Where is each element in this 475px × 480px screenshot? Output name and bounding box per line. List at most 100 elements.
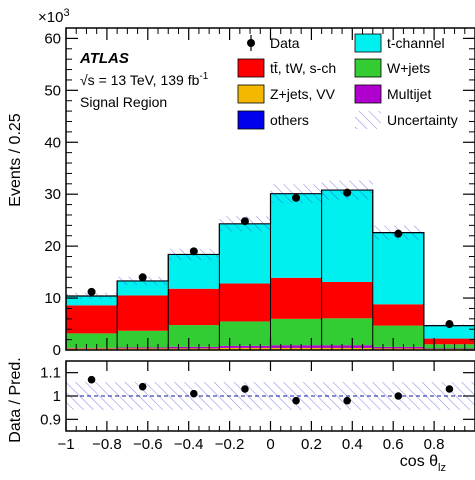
legend-swatch: [237, 58, 265, 78]
bar-tt-tw-s-ch-3: [219, 283, 271, 322]
x-tick-label: 0: [266, 436, 274, 453]
ratio-point: [190, 389, 198, 398]
bar-multijet-0: [66, 347, 118, 349]
bar-w-jets-7: [423, 344, 475, 349]
ratio-point: [138, 382, 147, 391]
ratio-y-tick-label: 1.1: [40, 365, 61, 382]
x-tick-label: −1: [57, 436, 74, 453]
legend-swatch: [354, 33, 382, 53]
data-points: [87, 188, 454, 329]
legend-swatch: [354, 84, 382, 104]
x-tick-label: 0.4: [342, 436, 363, 453]
legend-label: Data: [270, 35, 300, 51]
bar-multijet-4: [270, 345, 322, 348]
experiment-label: ATLAS: [79, 50, 129, 67]
bar-t-channel-7: [423, 325, 475, 339]
bar-w-jets-4: [270, 318, 322, 346]
data-point: [87, 287, 96, 296]
y-tick-label: 20: [44, 238, 61, 255]
bar-tt-tw-s-ch-1: [117, 295, 169, 331]
bar-t-channel-6: [372, 232, 424, 305]
energy-label-sup: -1: [199, 71, 208, 82]
data-point: [240, 217, 249, 226]
stacked-bars: [66, 189, 475, 350]
bar-w-jets-1: [117, 330, 169, 348]
x-tick-label: 0.8: [424, 436, 445, 453]
y-multiplier-exp: 3: [63, 7, 69, 19]
data-point: [445, 320, 454, 329]
bar-w-jets-0: [66, 333, 118, 348]
ratio-uncertainty-bands: [66, 382, 475, 410]
bar-multijet-6: [372, 346, 424, 349]
energy-label-text: √s = 13 TeV, 139 fb: [80, 72, 200, 88]
bar-tt-tw-s-ch-7: [423, 338, 475, 345]
legend-label: Uncertainty: [387, 112, 458, 128]
bar-z-jets-vv-5: [321, 347, 373, 350]
legend-label: t-channel: [387, 35, 445, 51]
legend: Data t-channel tt̄, tW, s-ch W+jets Z+jets, …: [237, 33, 458, 130]
uncertainty-band: [270, 184, 322, 204]
ratio-point: [292, 396, 300, 405]
ratio-point: [394, 392, 403, 400]
bar-w-jets-3: [219, 321, 271, 346]
bar-z-jets-vv-6: [372, 348, 424, 350]
x-axis-label-sub: lz: [438, 462, 446, 474]
region-label: Signal Region: [80, 94, 167, 110]
legend-swatch: [354, 58, 382, 78]
ratio-y-tick-label: 1: [53, 388, 61, 405]
data-point: [343, 188, 352, 197]
bar-tt-tw-s-ch-4: [270, 277, 322, 319]
data-point: [292, 193, 301, 202]
ratio-axes: 0.9 1 1.1 −1 −0.8 −0.6 −0.4 −0.2 0 0.2 0.4 0.6 0.8: [40, 360, 475, 453]
ratio-point: [87, 375, 96, 384]
y-multiplier-base: ×10: [38, 9, 63, 26]
y-multiplier: ×103: [38, 7, 70, 26]
bar-z-jets-vv-0: [66, 348, 118, 350]
bar-multijet-1: [117, 347, 169, 349]
data-point: [138, 273, 147, 282]
x-tick-label: 0.6: [383, 436, 404, 453]
x-tick-label: −0.4: [174, 436, 204, 453]
bar-z-jets-vv-7: [423, 348, 475, 350]
legend-label: W+jets: [387, 60, 430, 76]
x-tick-label: −0.8: [92, 436, 122, 453]
bar-tt-tw-s-ch-6: [372, 304, 424, 326]
x-axis-label-text: cos θ: [400, 453, 438, 470]
y-tick-label: 0: [53, 342, 61, 359]
ratio-y-tick-label: 0.9: [40, 411, 61, 428]
bar-t-channel-4: [270, 193, 322, 278]
legend-label: others: [270, 112, 309, 128]
bar-w-jets-6: [372, 325, 424, 347]
legend-label: Z+jets, VV: [270, 86, 336, 102]
legend-swatch: [237, 84, 265, 104]
bar-z-jets-vv-4: [270, 347, 322, 350]
y-tick-label: 10: [44, 290, 61, 307]
bar-w-jets-5: [321, 318, 373, 346]
bar-t-channel-5: [321, 190, 373, 282]
bar-t-channel-3: [219, 223, 271, 284]
bar-t-channel-0: [66, 295, 118, 306]
legend-swatch: [237, 110, 265, 130]
x-tick-label: −0.6: [133, 436, 163, 453]
energy-label: √s = 13 TeV, 139 fb-1: [80, 71, 209, 88]
ratio-points: [87, 375, 454, 405]
main-axes: 0 10 20 30 40 50 60: [44, 27, 475, 359]
ratio-point: [445, 385, 454, 393]
bar-z-jets-vv-1: [117, 348, 169, 350]
y-tick-label: 60: [44, 30, 61, 47]
uncertainty-band: [66, 292, 118, 300]
y-tick-label: 30: [44, 186, 61, 203]
x-tick-label: 0.2: [301, 436, 322, 453]
legend-uncertainty-swatch: [355, 111, 381, 129]
bar-z-jets-vv-2: [168, 348, 220, 350]
ratio-y-axis-label: Data / Pred.: [7, 357, 24, 442]
bar-multijet-5: [321, 345, 373, 348]
bar-multijet-2: [168, 346, 220, 349]
bar-tt-tw-s-ch-0: [66, 305, 118, 334]
ratio-point: [241, 385, 249, 393]
y-tick-label: 40: [44, 134, 61, 151]
x-tick-label: −0.2: [215, 436, 245, 453]
bar-tt-tw-s-ch-5: [321, 281, 373, 319]
data-point: [394, 229, 403, 238]
